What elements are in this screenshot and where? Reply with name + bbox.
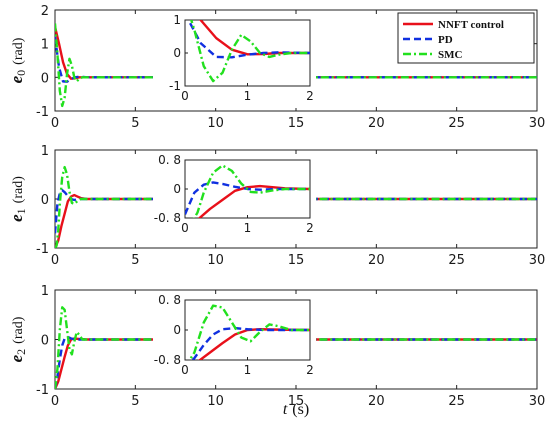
y-label-var: e	[7, 75, 26, 83]
inset-y-tick-label: -1	[169, 79, 181, 93]
y-label-unit: (rad)	[11, 316, 26, 344]
y-tick-label: 2	[41, 4, 49, 19]
series-line-e2-smc	[55, 306, 537, 389]
x-tick-label: 25	[448, 116, 465, 131]
x-tick-label: 15	[288, 394, 305, 409]
y-axis-label-text: e1 (rad)	[7, 176, 28, 222]
x-tick-label: 15	[288, 253, 305, 268]
inset-series-line-e0-smc	[189, 20, 310, 83]
x-label-unit: (s)	[292, 401, 309, 418]
inset-y-tick-label: 0	[173, 323, 181, 337]
x-label-var: t	[283, 401, 288, 418]
y-tick-label: -1	[36, 383, 49, 398]
x-tick-label: 30	[529, 394, 546, 409]
inset-series-line-e1-smc	[192, 164, 310, 218]
inset-series-line-e2-smc	[188, 304, 310, 360]
inset-x-tick-label: 2	[306, 221, 314, 235]
y-label-sub: 2	[14, 349, 28, 355]
x-tick-label: 0	[51, 116, 59, 131]
y-tick-label: 1	[41, 284, 49, 299]
series-line-e1-smc	[55, 165, 537, 248]
y-axis-label-e2: e2 (rad)	[7, 316, 28, 362]
inset-y-tick-label: 0. 8	[158, 293, 181, 307]
x-tick-label: 5	[131, 116, 139, 131]
inset-e1: 0 1 20. 80-0. 8	[153, 153, 316, 240]
y-axis-label-text: e0 (rad)	[7, 37, 28, 83]
x-tick-label: 25	[448, 394, 465, 409]
inset-y-tick-label: 0	[173, 182, 181, 196]
x-tick-label: 10	[207, 253, 224, 268]
inset-x-tick-label: 2	[306, 363, 314, 377]
x-tick-label: 30	[529, 116, 546, 131]
inset-series-line-e1-nnft-control	[197, 184, 310, 218]
inset-y-tick-label: 0. 8	[158, 153, 181, 167]
x-tick-label: 0	[51, 394, 59, 409]
inset-x-tick-label: 0	[181, 221, 189, 235]
y-label-sub: 0	[14, 70, 28, 76]
y-label-var: e	[7, 354, 26, 362]
x-tick-label: 20	[368, 116, 385, 131]
x-axis-label: t (s)	[283, 401, 309, 418]
y-axis-label-e0: e0 (rad)	[7, 37, 28, 83]
inset-x-tick-label: 0	[181, 89, 189, 103]
y-label-unit: (rad)	[11, 176, 26, 204]
inset-x-tick-label: 1	[244, 221, 252, 235]
series-line-e0-smc	[55, 23, 537, 108]
x-tick-label: 5	[131, 253, 139, 268]
legend: NNFT control PD SMC	[397, 12, 535, 64]
inset-y-tick-label: 0	[173, 46, 181, 60]
x-tick-label: 10	[207, 116, 224, 131]
y-tick-label: 0	[41, 193, 49, 208]
inset-e2: 0 1 20. 80-0. 8	[153, 293, 316, 382]
x-tick-label: 15	[288, 116, 305, 131]
y-label-sub: 1	[14, 208, 28, 214]
y-tick-label: -1	[36, 242, 49, 257]
x-tick-label: 30	[529, 253, 546, 268]
legend-entry: SMC	[438, 49, 463, 61]
y-label-var: e	[7, 214, 26, 222]
inset-x-tick-label: 2	[306, 89, 314, 103]
inset-x-tick-label: 1	[244, 89, 252, 103]
inset-y-tick-label: 1	[173, 13, 181, 27]
x-tick-label: 0	[51, 253, 59, 268]
y-tick-label: 0	[41, 71, 49, 86]
x-tick-label: 10	[207, 394, 224, 409]
inset-series-line-e2-pd	[190, 326, 310, 360]
x-tick-label: 25	[448, 253, 465, 268]
inset-y-tick-label: -0. 8	[154, 353, 181, 367]
x-tick-label: 20	[368, 394, 385, 409]
legend-entry: PD	[438, 34, 453, 46]
y-axis-label-text: e2 (rad)	[7, 316, 28, 362]
x-tick-label: 20	[368, 253, 385, 268]
inset-series-line-e1-pd	[185, 181, 310, 215]
inset-y-tick-label: -0. 8	[154, 211, 181, 225]
inset-e0: 0 1 2-101	[153, 13, 316, 108]
x-tick-label: 5	[131, 394, 139, 409]
y-tick-label: 0	[41, 334, 49, 349]
y-axis-label-e1: e1 (rad)	[7, 176, 28, 222]
y-tick-label: -1	[36, 105, 49, 120]
y-tick-label: 1	[41, 38, 49, 53]
inset-x-tick-label: 0	[181, 363, 189, 377]
y-tick-label: 1	[41, 144, 49, 159]
y-label-unit: (rad)	[11, 37, 26, 65]
inset-x-tick-label: 1	[244, 363, 252, 377]
legend-entry: NNFT control	[438, 19, 504, 31]
